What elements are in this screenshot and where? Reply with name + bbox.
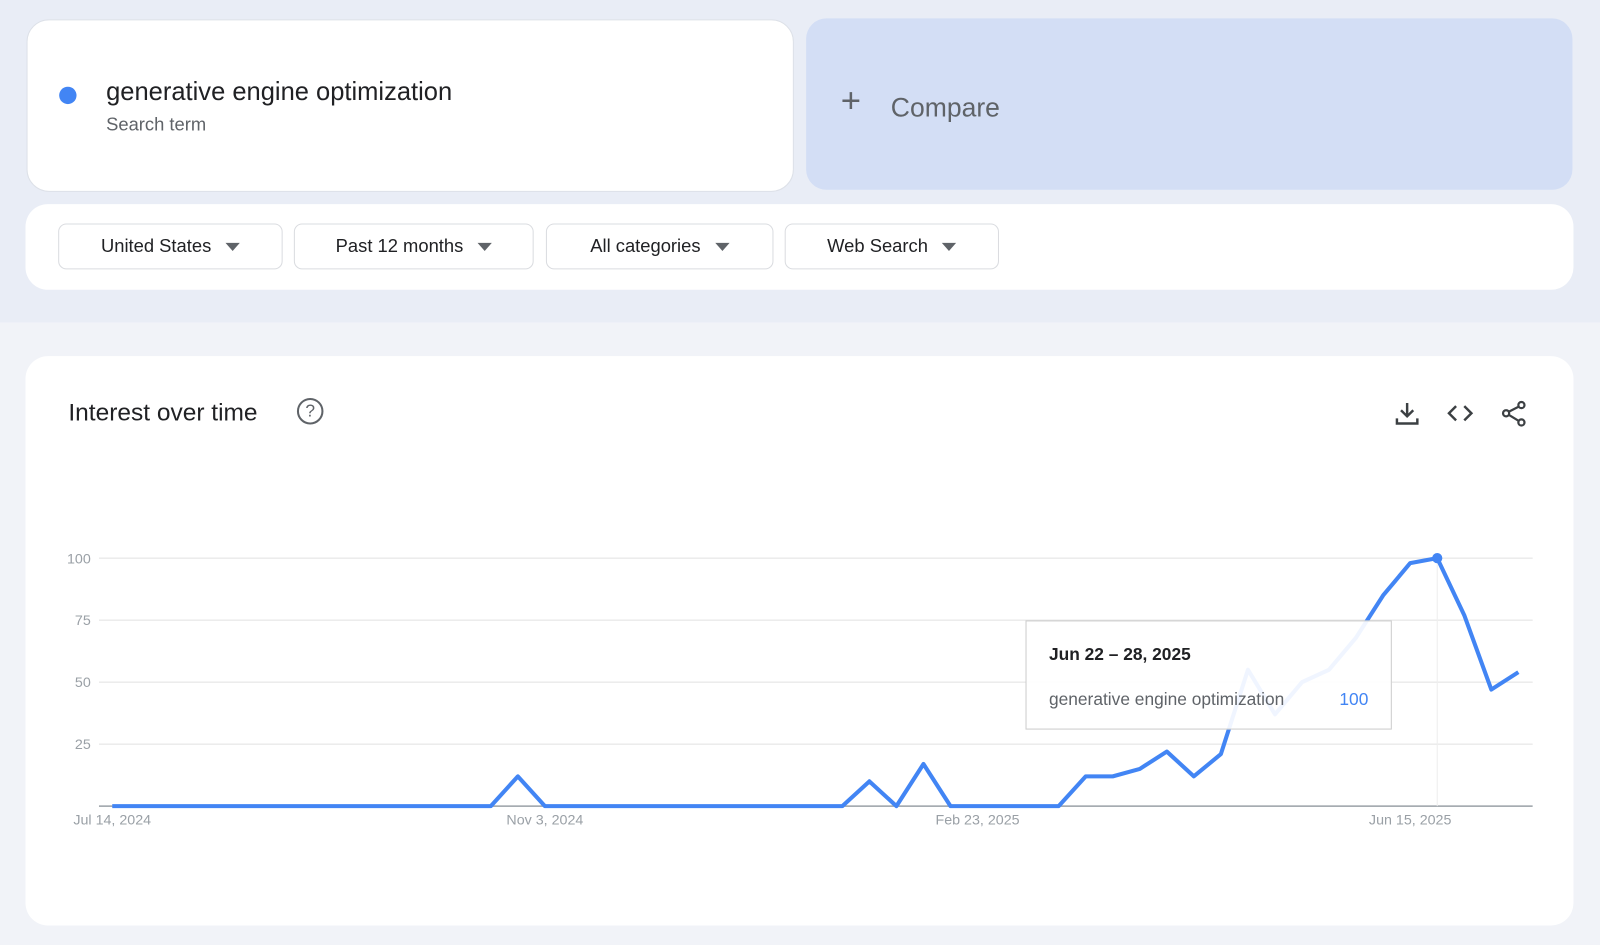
y-tick-label: 50 [75, 675, 91, 691]
search-type-label: Web Search [827, 235, 928, 257]
tooltip-value: 100 [1339, 689, 1369, 710]
region-label: United States [100, 235, 212, 257]
search-term-card[interactable]: generative engine optimization Search te… [26, 19, 794, 192]
share-icon[interactable] [1500, 399, 1529, 428]
tooltip-term: generative engine optimization [1048, 689, 1285, 710]
plus-icon: + [840, 81, 862, 121]
search-type-dropdown[interactable]: Web Search [784, 223, 999, 270]
search-term[interactable]: generative engine optimization [106, 77, 453, 107]
x-tick-label: Jul 14, 2024 [73, 812, 151, 828]
time-range-label: Past 12 months [335, 235, 464, 257]
y-tick-label: 25 [75, 737, 91, 753]
y-tick-label: 100 [67, 551, 91, 567]
tooltip-date: Jun 22 – 28, 2025 [1048, 644, 1191, 665]
x-tick-label: Feb 23, 2025 [936, 812, 1020, 828]
x-tick-label: Nov 3, 2024 [506, 812, 583, 828]
embed-code-icon[interactable] [1446, 399, 1475, 428]
help-icon[interactable]: ? [296, 397, 324, 425]
chart-tooltip: Jun 22 – 28, 2025 generative engine opti… [1025, 620, 1392, 730]
dropdown-arrow-icon [477, 242, 492, 251]
category-label: All categories [590, 235, 701, 257]
category-dropdown[interactable]: All categories [545, 223, 774, 270]
search-term-subtitle: Search term [106, 114, 207, 135]
compare-label: Compare [890, 91, 1000, 123]
y-tick-label: 75 [75, 613, 91, 629]
compare-button[interactable]: + Compare [806, 18, 1573, 190]
filter-bar: United States Past 12 months All categor… [25, 204, 1574, 290]
time-range-dropdown[interactable]: Past 12 months [293, 223, 534, 270]
x-tick-label: Jun 15, 2025 [1369, 812, 1452, 828]
dropdown-arrow-icon [225, 242, 240, 251]
series-color-dot [59, 86, 77, 105]
chart-title: Interest over time [68, 398, 258, 427]
region-dropdown[interactable]: United States [58, 223, 283, 270]
data-point [1432, 553, 1443, 564]
dropdown-arrow-icon [714, 242, 730, 251]
interest-over-time-card: Interest over time ? 25 50 75 100 Jul 14, 20… [25, 356, 1574, 926]
dropdown-arrow-icon [942, 242, 957, 251]
download-icon[interactable] [1393, 399, 1422, 428]
